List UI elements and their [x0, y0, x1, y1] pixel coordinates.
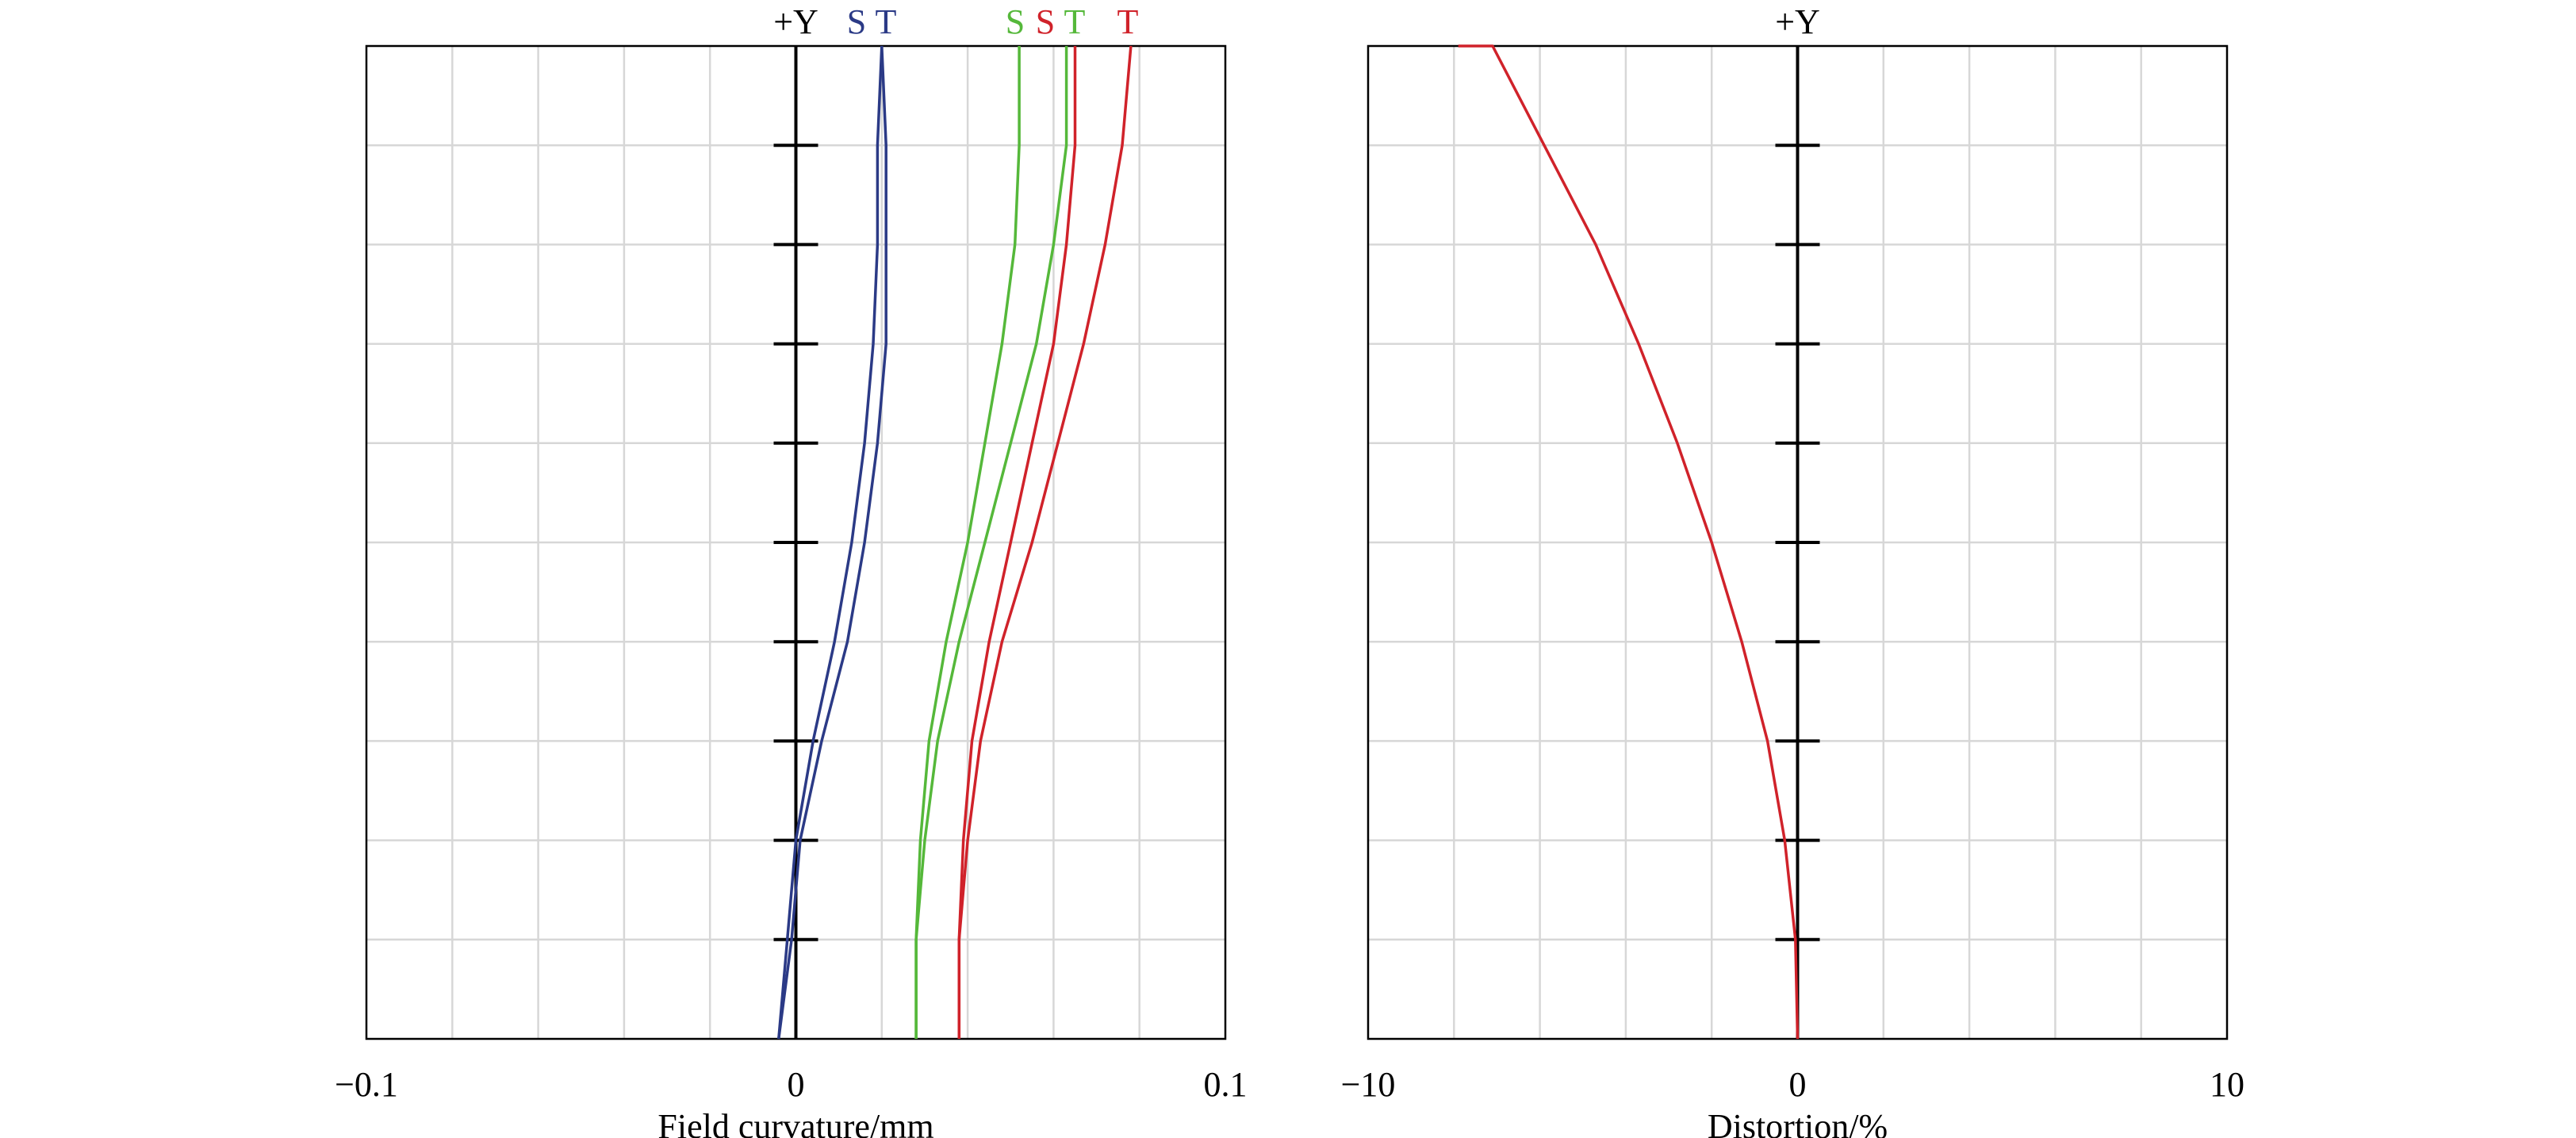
distortion-plot: −10 0 10 Distortion/% +Y [1341, 2, 2244, 1138]
x-axis-label: Field curvature/mm [657, 1107, 933, 1138]
x-tick-label: 0 [1789, 1065, 1807, 1104]
y-axis-label: +Y [1775, 2, 1820, 41]
x-tick-label: −10 [1341, 1065, 1396, 1104]
series-line-red [1458, 44, 1800, 1040]
series-line-green [914, 46, 1068, 1039]
series-line-blue [777, 45, 887, 1040]
legend-label-blue: S [847, 2, 866, 41]
legend-label-red: T [1117, 2, 1139, 41]
legend-label-green: T [1064, 2, 1086, 41]
legend-label-blue: T [876, 2, 897, 41]
x-tick-label: −0.1 [335, 1065, 398, 1104]
legend-label-green: S [1006, 2, 1025, 41]
series-line-red [957, 45, 1133, 1039]
x-tick-label: 0.1 [1204, 1065, 1248, 1104]
x-axis-label: Distortion/% [1708, 1107, 1888, 1138]
series-line-red [957, 46, 1077, 1039]
x-tick-label: 10 [2210, 1065, 2244, 1104]
legend-label-red: S [1036, 2, 1055, 41]
y-axis-label: +Y [773, 2, 818, 41]
series-line-green [914, 46, 1021, 1039]
series-line-blue [777, 45, 884, 1040]
x-tick-label: 0 [788, 1065, 805, 1104]
